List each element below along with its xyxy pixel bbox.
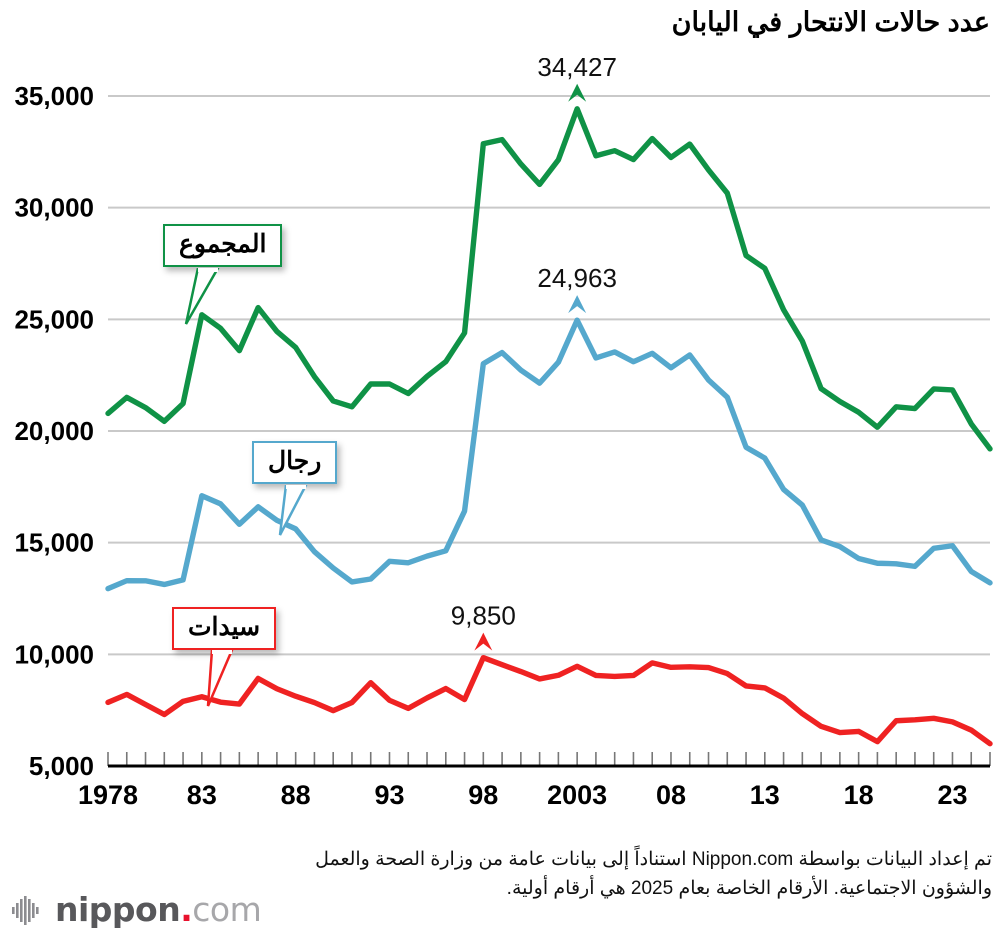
- annotation-label-men: 24,963: [537, 263, 617, 293]
- y-tick-label: 10,000: [14, 639, 94, 669]
- y-tick-label: 20,000: [14, 416, 94, 446]
- series-line-women: [105, 654, 993, 747]
- series-line-total: [105, 106, 993, 452]
- line-chart-svg: 5,000 10,000 15,000 20,000 25,000 30,000 35,00…: [14, 58, 993, 810]
- callout-men-label: رجال: [268, 447, 322, 475]
- source-footnote: تم إعداد البيانات بواسطة Nippon.com استن…: [315, 849, 992, 900]
- y-tick-label: 5,000: [29, 751, 94, 781]
- chart-plot-area: 5,000 10,000 15,000 20,000 25,000 30,000 35,00…: [0, 58, 1000, 818]
- callout-women-label: سيدات: [188, 613, 261, 641]
- callout-men: رجال: [252, 441, 338, 485]
- y-tick-label: 25,000: [14, 304, 94, 334]
- x-tick-label: 83: [187, 780, 217, 810]
- nippon-logo[interactable]: nippon.com: [12, 890, 262, 929]
- logo-wordmark: nippon.com: [55, 890, 262, 929]
- y-tick-label: 35,000: [14, 81, 94, 111]
- series-line-men: [105, 317, 993, 592]
- annotation-arrow-total: [568, 83, 587, 102]
- x-tick-label: 1978: [78, 780, 138, 810]
- data-series: [105, 106, 993, 747]
- logo-dot: .: [180, 890, 193, 929]
- callout-women-tail: [206, 650, 234, 707]
- annotation-arrows: [474, 83, 587, 651]
- annotation-arrow-women: [474, 632, 493, 651]
- x-tick-label: 13: [750, 780, 780, 810]
- x-tick-label: 98: [468, 780, 498, 810]
- x-tick-label: 88: [281, 780, 311, 810]
- x-minor-ticks: [107, 752, 991, 766]
- x-tick-label: 93: [374, 780, 404, 810]
- x-tick-label: 08: [656, 780, 686, 810]
- annotation-value-labels: 34,427 24,963 9,850: [451, 58, 617, 631]
- callout-women: سيدات: [172, 607, 277, 651]
- x-tick-label: 23: [937, 780, 967, 810]
- callout-men-tail: [278, 485, 308, 536]
- annotation-arrow-men: [568, 295, 587, 314]
- y-tick-label: 30,000: [14, 193, 94, 223]
- logo-tld: com: [192, 890, 262, 929]
- x-tick-label: 2003: [547, 780, 607, 810]
- x-tick-label: 18: [844, 780, 874, 810]
- page-title: عدد حالات الانتحار في اليابان: [671, 7, 990, 37]
- y-tick-labels: 5,000 10,000 15,000 20,000 25,000 30,000 35,00…: [14, 81, 94, 781]
- y-tick-label: 15,000: [14, 528, 94, 558]
- callout-total: المجموع: [163, 224, 283, 268]
- logo-name: nippon: [55, 890, 181, 929]
- annotation-label-women: 9,850: [451, 601, 516, 631]
- callout-total-tail: [184, 268, 220, 325]
- x-tick-labels: 1978 83 88 93 98 2003 08 13 18 23: [78, 780, 968, 810]
- callout-total-label: المجموع: [179, 230, 267, 258]
- waveform-icon: [12, 895, 39, 925]
- annotation-label-total: 34,427: [537, 58, 617, 82]
